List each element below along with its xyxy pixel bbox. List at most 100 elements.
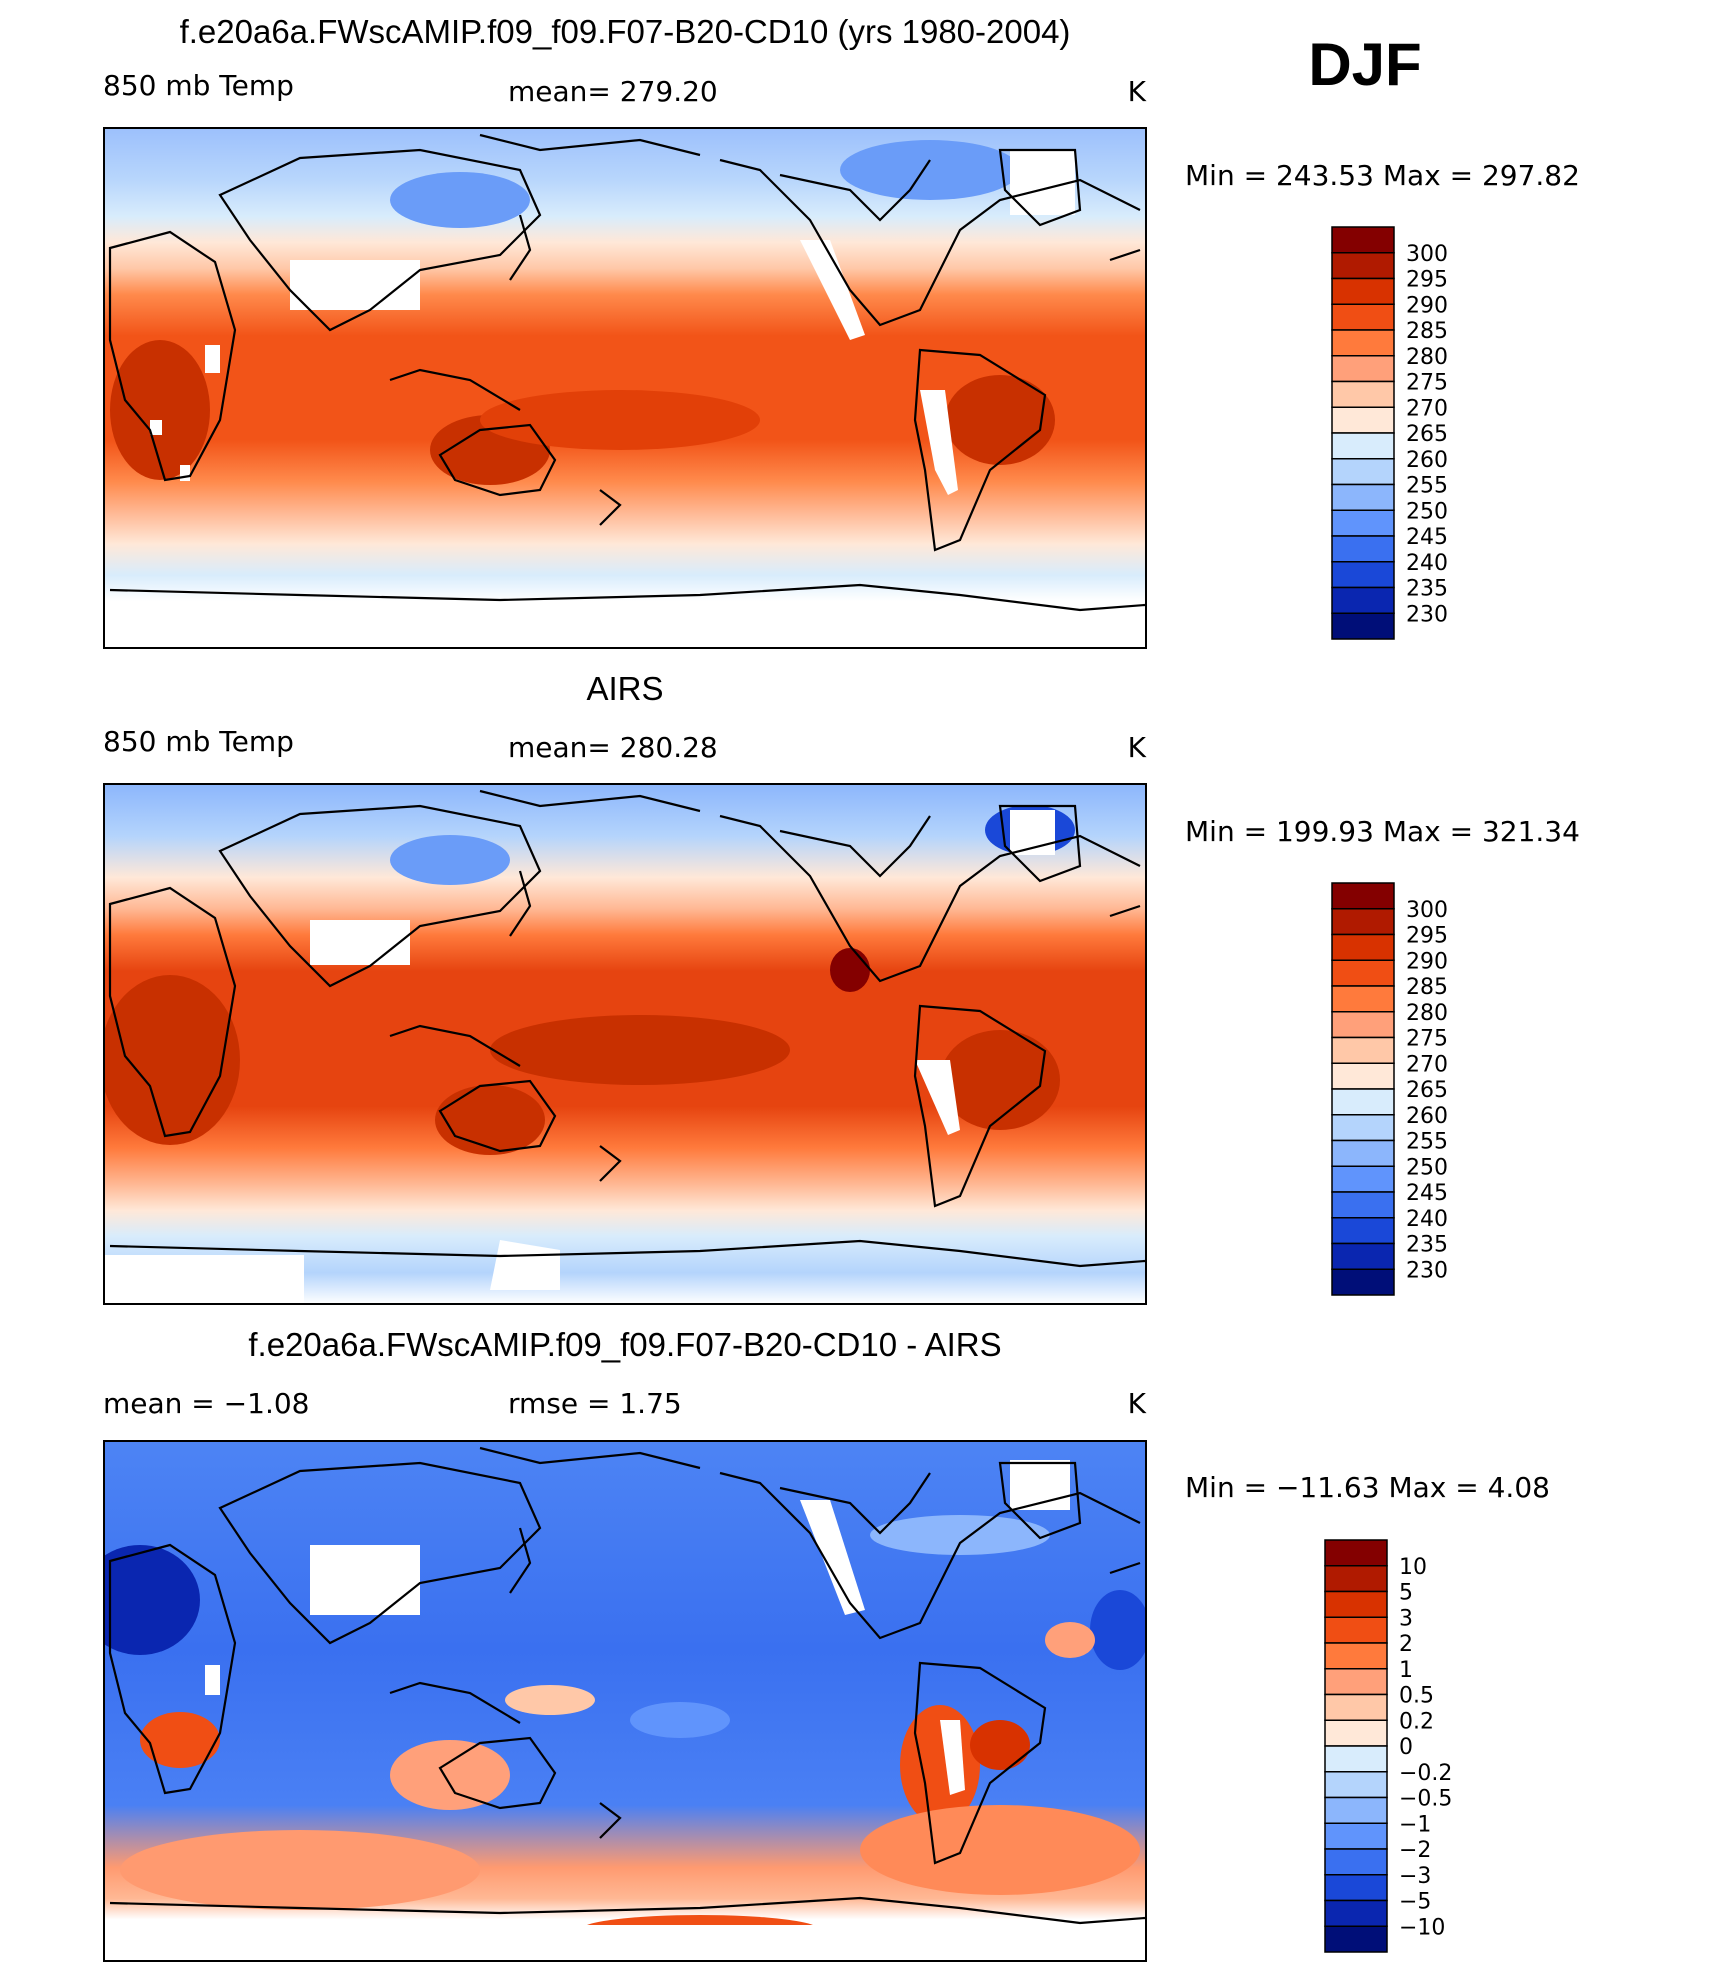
colorbar-swatch [1331,1191,1395,1219]
colorbar-swatch [1324,1642,1388,1670]
colorbar-swatch [1331,1011,1395,1039]
colorbar-swatch [1331,1217,1395,1245]
panel-3-map [104,1441,1146,1961]
colorbar-tick-label: 255 [1406,1130,1448,1155]
colorbar-tick-label: 5 [1399,1581,1413,1606]
panel-2-colorbar: 3002952902852802752702652602552502452402… [1331,882,1448,1296]
panel-1-title: f.e20a6a.FWscAMIP.f09_f09.F07-B20-CD10 (… [180,13,1071,50]
panel-2-coastlines [108,789,1146,1268]
colorbar-swatch [1324,1925,1388,1953]
colorbar-swatch [1331,406,1395,434]
panel-airs: AIRS 850 mb Temp mean= 280.28 K Min = 19… [103,670,1580,1305]
panel-2-title: AIRS [586,670,663,707]
colorbar-tick-label: 230 [1406,602,1448,627]
colorbar-tick-label: 265 [1406,1078,1448,1103]
panel-1-features [110,140,1075,495]
colorbar-tick-label: 230 [1406,1258,1448,1283]
colorbar-swatch [1331,882,1395,910]
panel-1-units: K [1128,75,1147,108]
panel-1-minmax: Min = 243.53 Max = 297.82 [1185,159,1580,192]
colorbar-swatch [1324,1874,1388,1902]
panel-3-units: K [1128,1387,1147,1420]
colorbar-swatch [1324,1745,1388,1773]
colorbar-tick-label: 270 [1406,1052,1448,1077]
panel-3-features [104,1460,1146,1961]
colorbar-tick-label: 245 [1406,525,1448,550]
colorbar-tick-label: 2 [1399,1632,1413,1657]
panel-1-mean: mean= 279.20 [508,75,718,108]
colorbar-tick-label: −0.2 [1399,1761,1452,1786]
colorbar-swatch [1331,329,1395,357]
panel-model: f.e20a6a.FWscAMIP.f09_f09.F07-B20-CD10 (… [103,13,1580,649]
colorbar-tick-label: −3 [1399,1864,1431,1889]
panel-1-coastlines [108,133,1146,612]
panel-2-minmax: Min = 199.93 Max = 321.34 [1185,815,1580,848]
colorbar-tick-label: 300 [1406,898,1448,923]
panel-2-variable: 850 mb Temp [103,725,294,758]
colorbar-tick-label: 275 [1406,1027,1448,1052]
colorbar-tick-label: −10 [1399,1915,1445,1940]
colorbar-swatch [1324,1771,1388,1799]
colorbar-swatch [1331,252,1395,280]
panel-1-variable: 850 mb Temp [103,69,294,102]
colorbar-swatch [1331,1036,1395,1064]
colorbar-swatch [1324,1899,1388,1927]
colorbar-swatch [1331,509,1395,537]
panel-3-mean: mean = −1.08 [103,1387,309,1420]
colorbar-swatch [1331,1165,1395,1193]
colorbar-swatch [1324,1719,1388,1747]
panel-3-minmax: Min = −11.63 Max = 4.08 [1185,1471,1550,1504]
colorbar-swatch [1324,1539,1388,1567]
colorbar-swatch [1331,380,1395,408]
colorbar-swatch [1324,1616,1388,1644]
colorbar-tick-label: 295 [1406,268,1448,293]
colorbar-tick-label: 240 [1406,551,1448,576]
panel-3-frame [103,1440,1147,1962]
colorbar-tick-label: −0.5 [1399,1787,1452,1812]
colorbar-tick-label: 260 [1406,1104,1448,1129]
colorbar-tick-label: 300 [1406,242,1448,267]
colorbar-swatch [1331,432,1395,460]
colorbar-swatch [1331,1268,1395,1296]
colorbar-swatch [1331,1062,1395,1090]
colorbar-swatch [1331,612,1395,640]
colorbar-tick-label: 0.2 [1399,1709,1434,1734]
colorbar-swatch [1324,1693,1388,1721]
colorbar-swatch [1324,1822,1388,1850]
colorbar-swatch [1331,959,1395,987]
colorbar-tick-label: 3 [1399,1606,1413,1631]
colorbar-swatch [1331,985,1395,1013]
colorbar-swatch [1331,458,1395,486]
colorbar-tick-label: 280 [1406,345,1448,370]
colorbar-swatch [1331,933,1395,961]
colorbar-swatch [1331,1088,1395,1116]
colorbar-tick-label: −2 [1399,1838,1431,1863]
colorbar-tick-label: 275 [1406,371,1448,396]
colorbar-tick-label: 235 [1406,577,1448,602]
colorbar-tick-label: 250 [1406,1155,1448,1180]
colorbar-tick-label: −1 [1399,1812,1431,1837]
colorbar-swatch [1324,1848,1388,1876]
colorbar-tick-label: 270 [1406,396,1448,421]
colorbar-tick-label: 285 [1406,975,1448,1000]
colorbar-swatch [1331,908,1395,936]
panel-1-frame [103,127,1147,649]
panel-3-rmse: rmse = 1.75 [508,1387,682,1420]
colorbar-tick-label: 10 [1399,1555,1427,1580]
colorbar-tick-label: 290 [1406,293,1448,318]
colorbar-swatch [1331,277,1395,305]
colorbar-tick-label: 255 [1406,474,1448,499]
colorbar-swatch [1324,1796,1388,1824]
colorbar-swatch [1331,561,1395,589]
colorbar-tick-label: 280 [1406,1001,1448,1026]
season-label: DJF [1308,31,1421,98]
colorbar-swatch [1331,1139,1395,1167]
colorbar-tick-label: 1 [1399,1658,1413,1683]
colorbar-swatch [1324,1590,1388,1618]
colorbar-tick-label: 235 [1406,1233,1448,1258]
colorbar-swatch [1324,1668,1388,1696]
panel-2-mean: mean= 280.28 [508,731,718,764]
panel-3-title: f.e20a6a.FWscAMIP.f09_f09.F07-B20-CD10 -… [248,1326,1001,1363]
colorbar-tick-label: 0 [1399,1735,1413,1760]
